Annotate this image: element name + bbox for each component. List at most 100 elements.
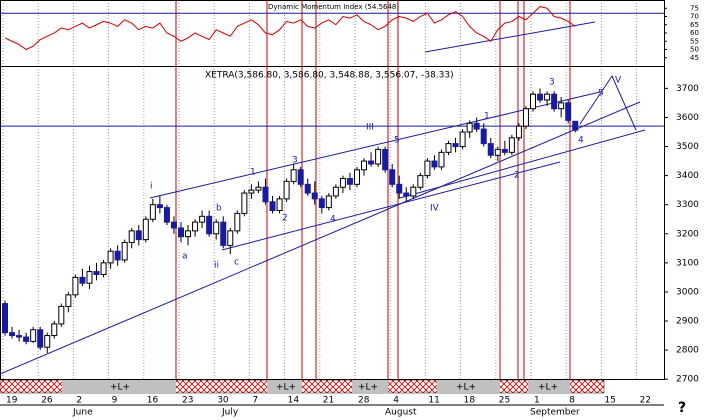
x-tick-label: 16 bbox=[147, 396, 159, 406]
candle-body bbox=[438, 151, 445, 168]
wave-label: 4 bbox=[578, 136, 584, 146]
y-tick-label: 70 bbox=[690, 13, 699, 21]
x-tick-label: 1 bbox=[534, 396, 540, 406]
candle-body bbox=[58, 305, 65, 325]
candle-body bbox=[417, 175, 424, 188]
month-label: September bbox=[530, 408, 580, 418]
candle-body bbox=[86, 271, 93, 284]
candle-body bbox=[135, 230, 142, 241]
candle-body bbox=[269, 201, 276, 212]
candle-body bbox=[494, 148, 501, 156]
candle-body bbox=[501, 148, 508, 153]
y-tick-label: 3100 bbox=[676, 258, 699, 268]
candle-body bbox=[241, 192, 248, 214]
candle-body bbox=[23, 336, 30, 342]
wave-label: ii bbox=[214, 261, 219, 271]
candle-body bbox=[199, 215, 206, 223]
month-label: August bbox=[385, 408, 417, 418]
candle-body bbox=[276, 198, 283, 212]
candle-body bbox=[480, 128, 487, 145]
candle-body bbox=[544, 93, 551, 101]
candle-body bbox=[459, 131, 466, 148]
candle-body bbox=[368, 160, 375, 165]
x-tick-label: 2 bbox=[76, 396, 82, 406]
candle-body bbox=[37, 329, 44, 348]
y-tick-label: 3000 bbox=[676, 287, 699, 297]
indicator-title: Dynamic Momentum Index (54.5648) bbox=[268, 3, 399, 11]
candle-body bbox=[290, 169, 297, 182]
x-tick-label: 19 bbox=[6, 396, 18, 406]
candle-body bbox=[452, 143, 459, 148]
momentum-line bbox=[4, 6, 576, 51]
candle-body bbox=[354, 169, 360, 185]
candle-body bbox=[16, 335, 23, 338]
y-tick-label: 3400 bbox=[676, 171, 699, 181]
candle-body bbox=[283, 180, 290, 200]
candle-body bbox=[487, 143, 494, 156]
y-tick-label: 60 bbox=[690, 29, 699, 37]
candle-body bbox=[128, 230, 135, 243]
candle-body bbox=[530, 93, 536, 110]
candle-body bbox=[185, 230, 192, 238]
x-tick-label: 22 bbox=[640, 396, 651, 406]
help-icon[interactable]: ? bbox=[678, 400, 686, 416]
candle-body bbox=[107, 250, 114, 264]
candle-body bbox=[389, 169, 396, 185]
month-label: July bbox=[221, 408, 239, 418]
wave-label: 5 bbox=[598, 89, 604, 99]
candle-body bbox=[121, 241, 128, 261]
candle-body bbox=[114, 250, 121, 261]
candle-body bbox=[2, 303, 8, 334]
candle-body bbox=[431, 160, 438, 168]
marker-label: +L+ bbox=[538, 383, 558, 393]
x-tick-label: 11 bbox=[428, 396, 439, 406]
y-tick-label: 3200 bbox=[676, 229, 699, 239]
candle-body bbox=[396, 183, 403, 194]
candle-body bbox=[537, 93, 544, 101]
x-tick-label: 21 bbox=[323, 396, 334, 406]
candle-body bbox=[572, 120, 579, 131]
candle-body bbox=[44, 335, 51, 348]
candle-body bbox=[163, 207, 170, 223]
candle-body bbox=[522, 108, 529, 127]
y-tick-label: 3600 bbox=[676, 113, 699, 123]
candle-body bbox=[192, 221, 199, 232]
candle-body bbox=[361, 160, 368, 171]
candle-body bbox=[149, 204, 156, 220]
x-tick-label: 23 bbox=[182, 396, 193, 406]
y-tick-label: 3300 bbox=[676, 200, 699, 210]
candle-body bbox=[51, 323, 58, 337]
wave-label: 1 bbox=[250, 168, 256, 178]
candle-body bbox=[100, 262, 107, 275]
wave-label: 3 bbox=[549, 78, 555, 88]
x-tick-label: 9 bbox=[112, 396, 118, 406]
x-tick-label: 8 bbox=[569, 396, 575, 406]
candle-body bbox=[558, 102, 565, 110]
candle-body bbox=[297, 169, 304, 185]
candle-body bbox=[508, 137, 515, 153]
x-tick-label: 15 bbox=[604, 396, 615, 406]
x-tick-label: 7 bbox=[252, 396, 258, 406]
y-tick-label: 2800 bbox=[676, 346, 699, 356]
candle-body bbox=[93, 271, 100, 275]
chart-title: XETRA(3,586.80, 3,586.80, 3,548.88, 3,55… bbox=[205, 71, 454, 81]
candle-body bbox=[304, 183, 311, 194]
candle-body bbox=[382, 148, 389, 171]
candle-body bbox=[403, 192, 410, 197]
candle-body bbox=[424, 160, 431, 177]
x-tick-label: 25 bbox=[499, 396, 510, 406]
candle-body bbox=[30, 329, 37, 342]
candle-body bbox=[220, 221, 227, 246]
candle-body bbox=[339, 178, 346, 188]
marker-label: +L+ bbox=[456, 383, 476, 393]
x-tick-label: 4 bbox=[393, 396, 399, 406]
candle-body bbox=[311, 192, 318, 200]
trend-lines bbox=[0, 21, 646, 375]
candle-body bbox=[318, 198, 325, 209]
candle-body bbox=[79, 276, 86, 284]
candle-body bbox=[346, 178, 353, 185]
candle-body bbox=[332, 186, 339, 197]
candle-body bbox=[325, 195, 332, 209]
price-frame bbox=[0, 66, 665, 380]
wave-label: 5 bbox=[394, 136, 400, 146]
